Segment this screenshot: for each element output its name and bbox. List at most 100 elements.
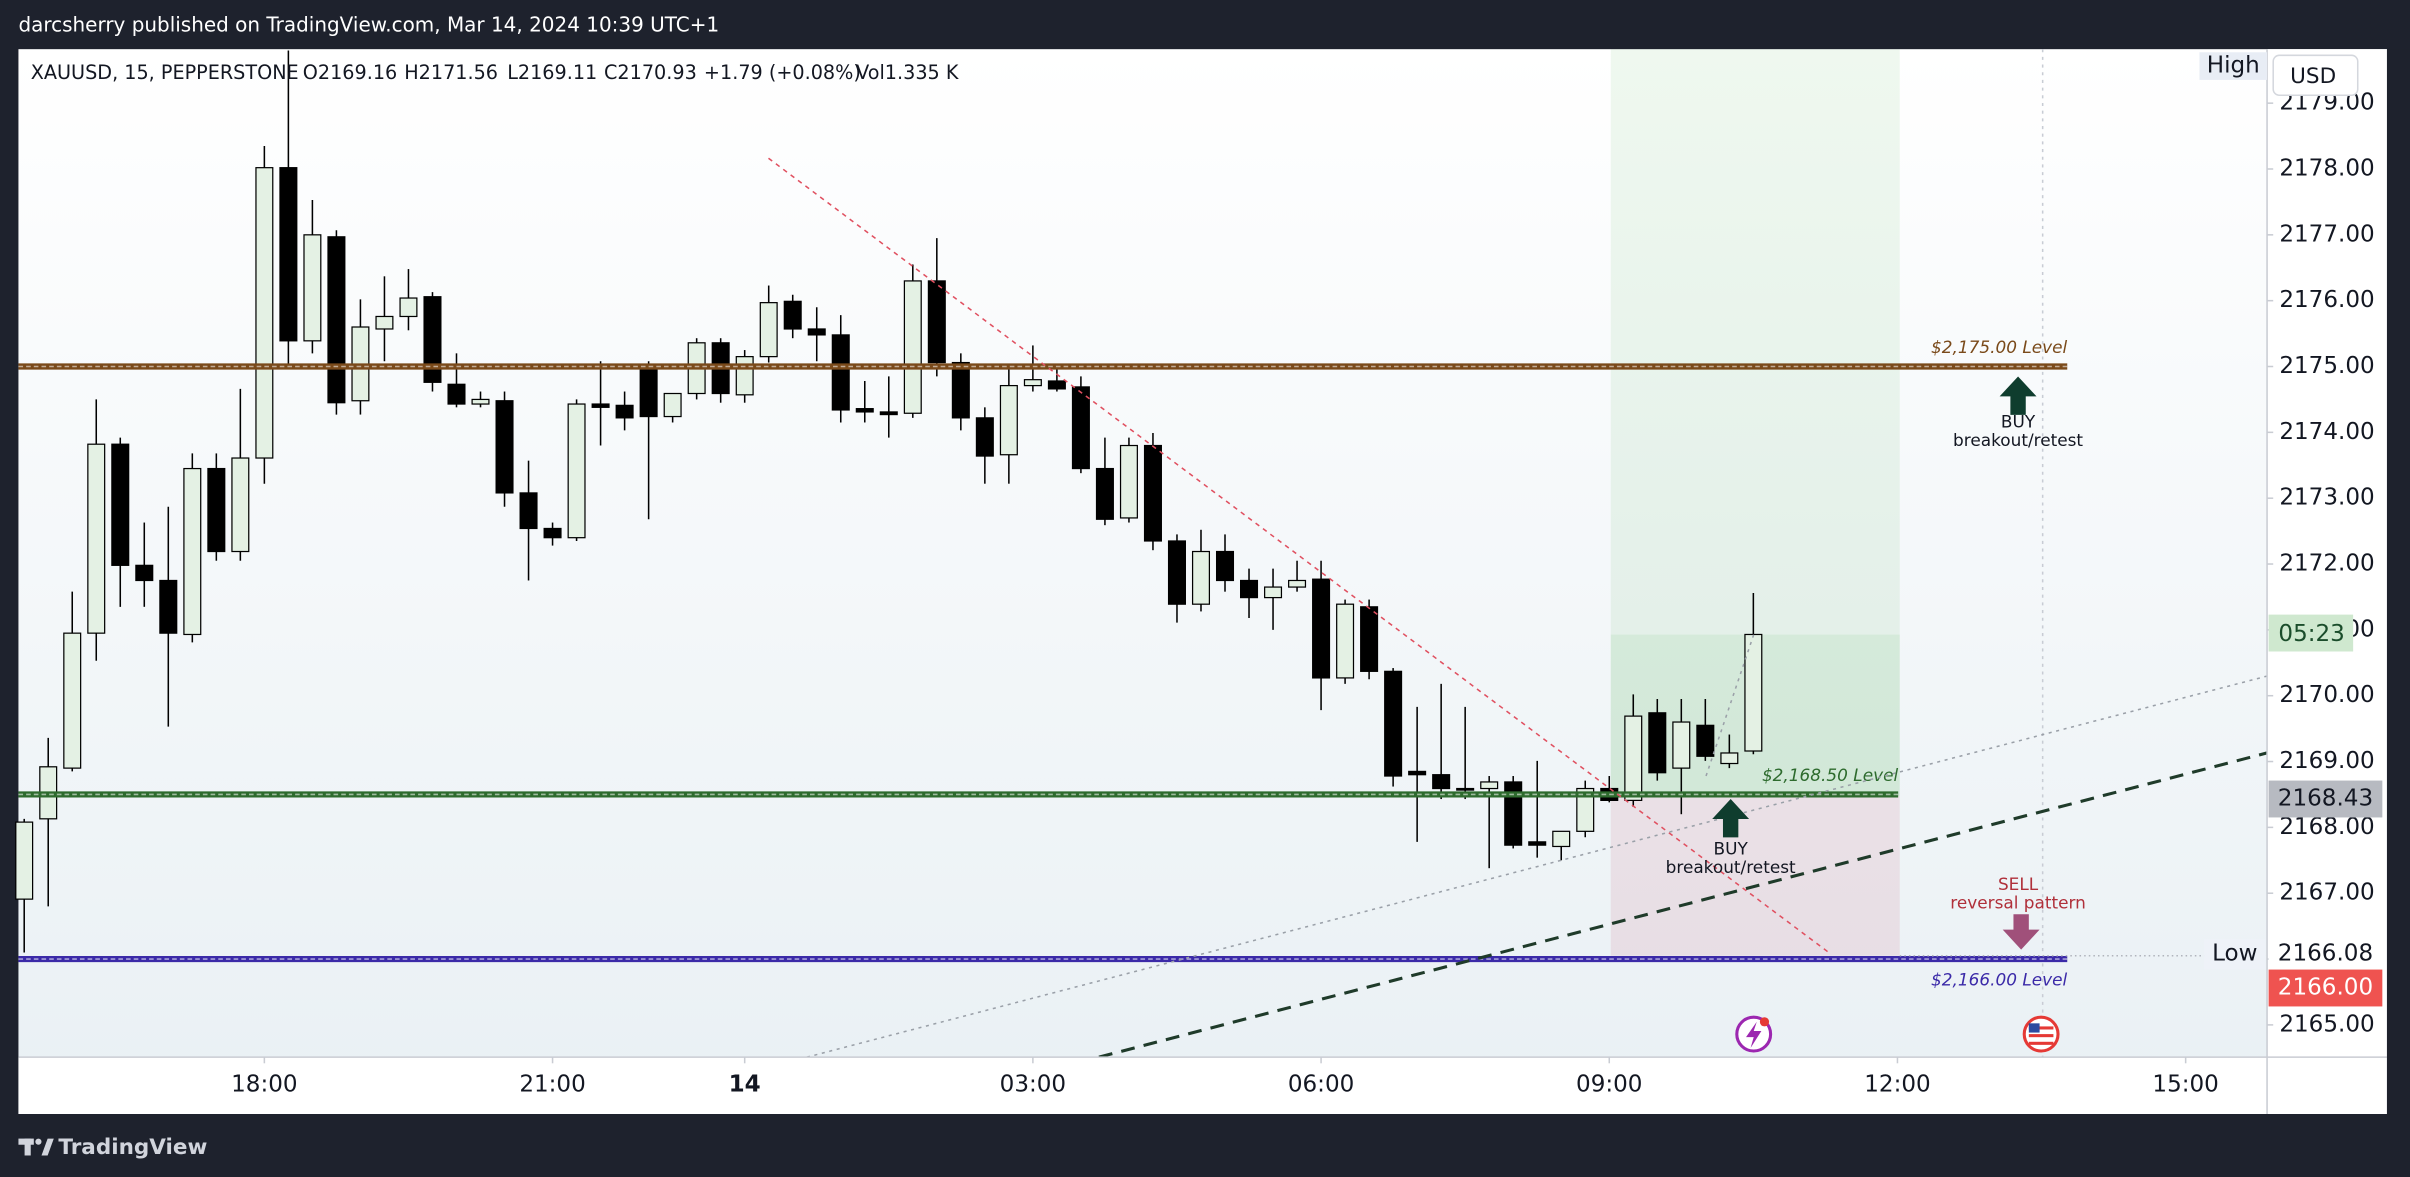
countdown: 05:23 xyxy=(2278,621,2344,647)
candle-body xyxy=(87,443,106,634)
y-tick-label: 2178.00 xyxy=(2279,155,2374,181)
candle-body xyxy=(663,392,682,418)
annotation-text: breakout/retest xyxy=(1666,857,1796,877)
candle-body xyxy=(543,527,562,539)
currency-box[interactable] xyxy=(2272,54,2359,97)
annotation-title: BUY xyxy=(1714,839,1749,859)
logo xyxy=(24,1138,31,1156)
price-badges: High USD 05:23 2168.43 Low 2166.08 2166.… xyxy=(2199,52,2383,1007)
candle-body xyxy=(1552,830,1571,848)
annotation-text: reversal pattern xyxy=(1950,892,2086,912)
axes xyxy=(18,49,2387,1115)
annotation-title: SELL xyxy=(1998,874,2039,894)
candle-body xyxy=(1432,774,1451,790)
frame xyxy=(2386,49,2410,1115)
candle-body xyxy=(1384,670,1403,777)
candle-body xyxy=(327,236,346,404)
trendline xyxy=(1705,634,1755,777)
candle-body xyxy=(111,443,130,566)
candle-body xyxy=(1143,444,1162,542)
flag-icon xyxy=(2028,1026,2054,1030)
level-label: $2,175.00 Level xyxy=(1931,337,2068,357)
candle-body xyxy=(927,280,946,364)
sell-arrow xyxy=(2002,914,2040,950)
drawings: BUY breakout/retest BUY breakout/retest … xyxy=(768,157,2268,1059)
low-price-badge xyxy=(2268,935,2383,973)
candle-body xyxy=(1191,550,1211,605)
y-tick-label: 2172.00 xyxy=(2279,551,2374,577)
candle-body xyxy=(735,356,754,396)
low-badge xyxy=(2204,938,2266,970)
low-label: Low xyxy=(2212,941,2257,967)
candle-body xyxy=(975,417,994,457)
candle-body xyxy=(447,383,466,405)
candle-body xyxy=(1624,715,1643,801)
candle-body xyxy=(567,403,586,539)
candle-body xyxy=(639,367,658,418)
logo xyxy=(35,1138,42,1145)
event-icon xyxy=(1746,1021,1762,1048)
candle-body xyxy=(1456,787,1475,791)
candle-body xyxy=(951,361,970,419)
event-dot xyxy=(1759,1017,1770,1027)
candle-body xyxy=(1528,841,1547,846)
x-tick-label: 12:00 xyxy=(1864,1071,1930,1097)
y-tick-label: 2175.00 xyxy=(2279,353,2374,379)
candle-body xyxy=(207,467,226,553)
candle-body xyxy=(759,302,778,358)
level-label: $2,168.50 Level xyxy=(1762,765,1899,785)
candle-body xyxy=(807,328,826,336)
flag-icon xyxy=(2028,1023,2040,1033)
candle-body xyxy=(879,411,898,416)
candle-body xyxy=(1215,550,1235,582)
candle-body xyxy=(1312,578,1331,679)
candle-body xyxy=(1336,603,1355,679)
y-tick-label: 2165.00 xyxy=(2279,1011,2374,1037)
candle-body xyxy=(303,234,322,342)
change: +1.79 (+0.08%) xyxy=(704,61,861,84)
candle-body xyxy=(279,167,298,342)
y-tick-label: 2170.00 xyxy=(2279,682,2374,708)
candle-body xyxy=(1672,721,1691,769)
candle-body xyxy=(1744,633,1763,752)
candle-body xyxy=(615,404,634,419)
candle-body xyxy=(1095,467,1114,520)
crosshair-price: 2168.43 xyxy=(2278,786,2373,812)
candle-body xyxy=(1167,540,1186,605)
candle-body xyxy=(591,403,610,408)
x-tick-label: 18:00 xyxy=(231,1071,297,1097)
flag-icon xyxy=(2028,1034,2054,1038)
candle-body xyxy=(159,579,178,634)
high-badge xyxy=(2199,52,2268,80)
candle-body xyxy=(1504,781,1523,846)
y-tick-label: 2169.00 xyxy=(2279,748,2374,774)
candle-body xyxy=(1240,579,1259,599)
candle-body xyxy=(1071,386,1090,470)
candle-body xyxy=(831,334,850,411)
target-zone xyxy=(1610,49,1900,635)
candle-body xyxy=(183,467,202,636)
candle-body xyxy=(63,632,82,769)
candle-body xyxy=(1264,586,1283,599)
ohlc-close: C2170.93 xyxy=(604,61,697,84)
x-tick-label: 09:00 xyxy=(1576,1071,1642,1097)
x-tick-label: 06:00 xyxy=(1288,1071,1354,1097)
level-label: $2,166.00 Level xyxy=(1931,970,2068,990)
x-tick-label: 21:00 xyxy=(519,1071,585,1097)
currency[interactable]: USD xyxy=(2290,64,2336,89)
x-tick-label: 03:00 xyxy=(1000,1071,1066,1097)
logo xyxy=(41,1138,54,1156)
candle-body xyxy=(1047,380,1066,390)
level-price-badge xyxy=(2268,969,2383,1007)
y-tick-label: 2177.00 xyxy=(2279,221,2374,247)
candle-body xyxy=(375,315,394,330)
y-tick-label: 2173.00 xyxy=(2279,485,2374,511)
candle-body xyxy=(519,492,538,530)
candles xyxy=(15,50,1763,953)
candle-body xyxy=(1360,606,1379,672)
footer-brand: TradingView xyxy=(58,1135,207,1160)
flag-icon xyxy=(2028,1041,2054,1045)
ohlc-open: O2169.16 xyxy=(303,61,397,84)
low-price: 2166.08 xyxy=(2278,941,2373,967)
